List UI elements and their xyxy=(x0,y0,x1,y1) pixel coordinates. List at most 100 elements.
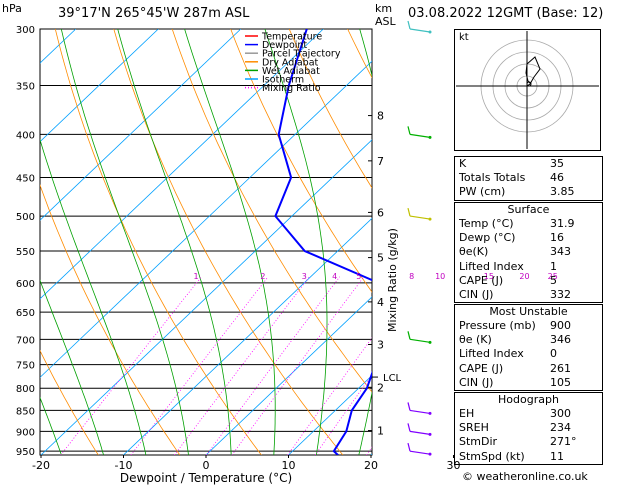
isotherm-line xyxy=(288,374,372,455)
hodograph-table-box: Hodograph EH 300 SREH 234 StmDir 271° StmSp… xyxy=(454,392,603,465)
mixing-ratio-label: 10 xyxy=(435,272,445,281)
wet-adiabat xyxy=(117,29,232,455)
isotherm-line xyxy=(40,60,372,378)
mixing-ratio-label: 20 xyxy=(519,272,529,281)
km-tick-label: 6 xyxy=(377,206,384,219)
surface-row: CAPE (J) 5 xyxy=(459,273,557,287)
wind-barb-flag xyxy=(407,423,411,432)
pressure-tick-label: 900 xyxy=(16,427,35,438)
km-tick-label: 7 xyxy=(377,155,384,168)
wet-adiabat xyxy=(60,29,189,455)
mixing-ratio-line xyxy=(174,276,310,455)
hodo-row: StmSpd (kt) 11 xyxy=(459,449,564,463)
lcl-label: LCL xyxy=(383,373,402,384)
wet-adiabat xyxy=(40,138,147,455)
x-tick-label: 0 xyxy=(203,459,210,472)
mixing-ratio-label: 8 xyxy=(409,272,414,281)
mu-row: Pressure (mb) 900 xyxy=(459,319,571,332)
pressure-tick-label: 500 xyxy=(16,212,35,223)
km-tick-label: 8 xyxy=(377,110,384,123)
isotherm-line xyxy=(205,296,372,455)
mixing-ratio-line xyxy=(231,276,365,455)
pressure-tick-label: 300 xyxy=(16,25,35,36)
isotherm-line xyxy=(40,29,159,143)
dry-adiabat xyxy=(171,29,372,393)
wind-barb-flag xyxy=(407,207,411,217)
legend-label: Dry Adiabat xyxy=(262,57,319,68)
most-unstable-box: Most Unstable Pressure (mb) 900 θe (K) 346… xyxy=(454,304,603,392)
dry-adiabat xyxy=(40,349,99,455)
dry-adiabat xyxy=(288,29,372,189)
mixing-ratio-label: 1 xyxy=(194,272,199,281)
x-tick-label: -10 xyxy=(115,459,133,472)
surface-title: Surface xyxy=(507,203,550,216)
isotherm-line xyxy=(123,217,372,455)
hodograph-trace xyxy=(525,56,541,87)
wind-barb xyxy=(409,338,431,343)
isotherm-line xyxy=(40,139,372,455)
pressure-unit-label: hPa xyxy=(2,2,22,15)
wet-adiabat xyxy=(184,29,276,455)
wind-barb-dot xyxy=(428,452,432,456)
surface-row: θe(K) 343 xyxy=(459,245,571,259)
km-tick-label: 5 xyxy=(377,252,384,265)
pressure-tick-label: 750 xyxy=(16,361,35,372)
dry-adiabat xyxy=(54,29,262,455)
hodograph-unit: kt xyxy=(459,32,469,43)
wind-barb-flag xyxy=(407,443,411,452)
isotherm-line xyxy=(40,29,242,221)
wind-barb-flag xyxy=(407,402,411,411)
indices-box: K 35 Totals Totals 46 PW (cm) 3.85 xyxy=(454,156,603,201)
wind-barb-flag xyxy=(407,20,411,30)
height-unit-asl: ASL xyxy=(375,15,396,28)
pressure-tick-label: 650 xyxy=(16,308,35,319)
wind-barb-flag xyxy=(407,331,411,340)
wind-barb xyxy=(409,215,431,220)
isotherm-line xyxy=(619,29,629,455)
index-row-totals: Totals Totals 46 xyxy=(459,171,564,185)
x-axis-title: Dewpoint / Temperature (°C) xyxy=(120,471,292,485)
mu-row: CAPE (J) 261 xyxy=(459,361,571,375)
wind-barb xyxy=(409,28,431,33)
wind-barb xyxy=(409,409,431,415)
km-tick-label: 2 xyxy=(377,381,384,394)
km-tick-label: 1 xyxy=(377,425,384,438)
legend-label: Dewpoint xyxy=(262,40,307,51)
wind-barb-dot xyxy=(428,340,432,344)
hodograph: kt xyxy=(454,29,601,151)
location-label: 39°17'N 265°45'W 287m ASL xyxy=(58,6,250,21)
x-tick-label: 20 xyxy=(364,459,378,472)
wind-barb xyxy=(409,430,431,435)
legend-label: Parcel Trajectory xyxy=(262,49,341,60)
surface-box: Surface Temp (°C) 31.9 Dewp (°C) 16 θe(K) 3… xyxy=(454,202,603,304)
wet-adiabat xyxy=(40,279,104,455)
pressure-tick-label: 950 xyxy=(16,447,35,458)
mixing-ratio-line xyxy=(60,276,202,455)
most-unstable-title: Most Unstable xyxy=(489,305,568,318)
pressure-tick-label: 700 xyxy=(16,335,35,346)
km-tick-label: 4 xyxy=(377,296,384,309)
pressure-tick-label: 600 xyxy=(16,279,35,290)
x-tick-label: 30 xyxy=(447,459,461,472)
surface-row: Temp (°C) 31.9 xyxy=(459,217,575,230)
legend-label: Wet Adiabat xyxy=(262,66,320,77)
index-row-k: K 35 xyxy=(459,157,564,170)
mixing-ratio-label: 2 xyxy=(260,272,265,281)
mixing-ratio-label: 3 xyxy=(302,272,307,281)
height-unit-km: km xyxy=(375,2,393,15)
mixing-ratio-label: 5 xyxy=(356,272,361,281)
mixing-ratio-line xyxy=(130,276,269,455)
mixing-ratio-label: 4 xyxy=(332,272,337,281)
wet-adiabat xyxy=(358,29,372,455)
wind-barb xyxy=(409,133,431,138)
mu-row: Lifted Index 0 xyxy=(459,347,557,361)
x-tick-label: 10 xyxy=(282,459,296,472)
mixing-ratio-line xyxy=(287,337,372,455)
hodo-row: EH 300 xyxy=(459,407,571,420)
legend-label: Mixing Ratio xyxy=(262,83,321,94)
km-tick-label: 3 xyxy=(377,339,384,352)
mu-row: θe (K) 346 xyxy=(459,333,571,347)
surface-row: Lifted Index 1 xyxy=(459,259,557,273)
pressure-tick-label: 400 xyxy=(16,130,35,141)
wind-barb-flag xyxy=(407,126,411,135)
